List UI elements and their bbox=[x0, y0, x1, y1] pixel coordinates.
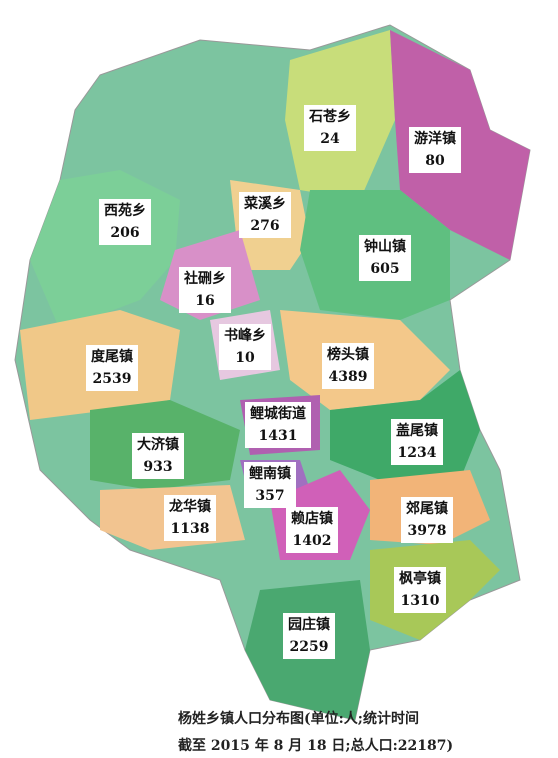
region-population: 4389 bbox=[328, 369, 368, 385]
region-population: 10 bbox=[235, 350, 255, 366]
region-population: 3978 bbox=[407, 523, 447, 539]
region-population: 1234 bbox=[397, 445, 437, 461]
region-population: 357 bbox=[255, 488, 285, 504]
region-label: 社硎乡 16 bbox=[179, 267, 231, 313]
region-name: 鲤南镇 bbox=[249, 466, 291, 482]
region-name: 菜溪乡 bbox=[244, 196, 286, 212]
region-label: 龙华镇 1138 bbox=[164, 495, 216, 541]
region-label: 西苑乡 206 bbox=[99, 199, 151, 245]
region-label: 赖店镇 1402 bbox=[286, 507, 338, 553]
region-population: 206 bbox=[110, 225, 140, 241]
region-name: 赖店镇 bbox=[291, 511, 333, 527]
region-label: 游洋镇 80 bbox=[409, 127, 461, 173]
region-label: 石苍乡 24 bbox=[304, 105, 356, 151]
region-name: 书峰乡 bbox=[224, 328, 266, 344]
region-population: 1402 bbox=[292, 533, 332, 549]
region-name: 石苍乡 bbox=[309, 109, 351, 125]
caption-line: 杨姓乡镇人口分布图(单位:人;统计时间 bbox=[178, 711, 419, 727]
region-label: 大济镇 933 bbox=[132, 433, 184, 479]
region-population: 16 bbox=[195, 293, 215, 309]
region-label: 菜溪乡 276 bbox=[239, 192, 291, 238]
region-name: 榜头镇 bbox=[327, 347, 369, 363]
region-name: 社硎乡 bbox=[184, 271, 226, 287]
region-name: 鲤城街道 bbox=[250, 406, 306, 422]
region-population: 933 bbox=[143, 459, 173, 475]
region-name: 大济镇 bbox=[137, 437, 179, 453]
region-population: 276 bbox=[250, 218, 280, 234]
region-population: 1138 bbox=[170, 521, 210, 537]
region-label: 枫亭镇 1310 bbox=[394, 567, 446, 613]
region-label: 园庄镇 2259 bbox=[283, 613, 335, 659]
region-population: 605 bbox=[370, 261, 400, 277]
region-label: 度尾镇 2539 bbox=[86, 345, 138, 391]
region-population: 80 bbox=[425, 153, 445, 169]
region-name: 盖尾镇 bbox=[396, 423, 438, 439]
region-label: 钟山镇 605 bbox=[359, 235, 411, 281]
region-name: 钟山镇 bbox=[364, 239, 406, 255]
caption-line: 截至 2015 年 8 月 18 日;总人口:22187) bbox=[178, 738, 454, 754]
region-population: 1431 bbox=[258, 428, 298, 444]
region-label: 书峰乡 10 bbox=[219, 324, 271, 370]
region-name: 龙华镇 bbox=[169, 499, 211, 515]
region-name: 游洋镇 bbox=[414, 131, 456, 147]
region-label: 鲤南镇 357 bbox=[244, 462, 296, 508]
region-name: 度尾镇 bbox=[91, 349, 133, 365]
region-label: 鲤城街道 1431 bbox=[245, 402, 311, 448]
region-label: 榜头镇 4389 bbox=[322, 343, 374, 389]
region-name: 郊尾镇 bbox=[406, 501, 448, 517]
region-population: 24 bbox=[320, 131, 340, 147]
region-name: 枫亭镇 bbox=[399, 571, 441, 587]
region-population: 1310 bbox=[400, 593, 440, 609]
region-population: 2539 bbox=[92, 371, 132, 387]
region-label: 盖尾镇 1234 bbox=[391, 419, 443, 465]
region-name: 园庄镇 bbox=[288, 617, 330, 633]
region-population: 2259 bbox=[289, 639, 329, 655]
region-label: 郊尾镇 3978 bbox=[401, 497, 453, 543]
region-name: 西苑乡 bbox=[104, 203, 146, 219]
